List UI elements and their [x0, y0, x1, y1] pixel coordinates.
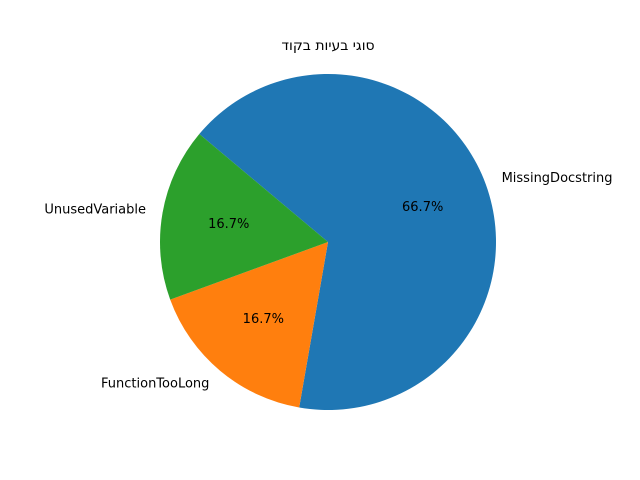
slice-label-missing-docstring: MissingDocstring	[502, 171, 613, 186]
chart-title: סוגי בעיות בקוד	[281, 38, 374, 54]
slice-percent-function-too-long: 16.7%	[243, 312, 284, 327]
slice-percent-unused-variable: 16.7%	[208, 217, 249, 232]
pie-slice-missing-docstring	[199, 74, 497, 411]
slice-percent-missing-docstring: 66.7%	[402, 200, 443, 215]
pie-slice-function-too-long	[170, 242, 328, 408]
slice-label-function-too-long: FunctionTooLong	[101, 376, 209, 391]
pie-labels: MissingDocstring 66.7% FunctionTooLong 16.7…	[44, 171, 612, 391]
pie-slice-unused-variable	[160, 134, 328, 300]
pie-slices	[160, 74, 497, 411]
slice-label-unused-variable: UnusedVariable	[44, 203, 146, 218]
